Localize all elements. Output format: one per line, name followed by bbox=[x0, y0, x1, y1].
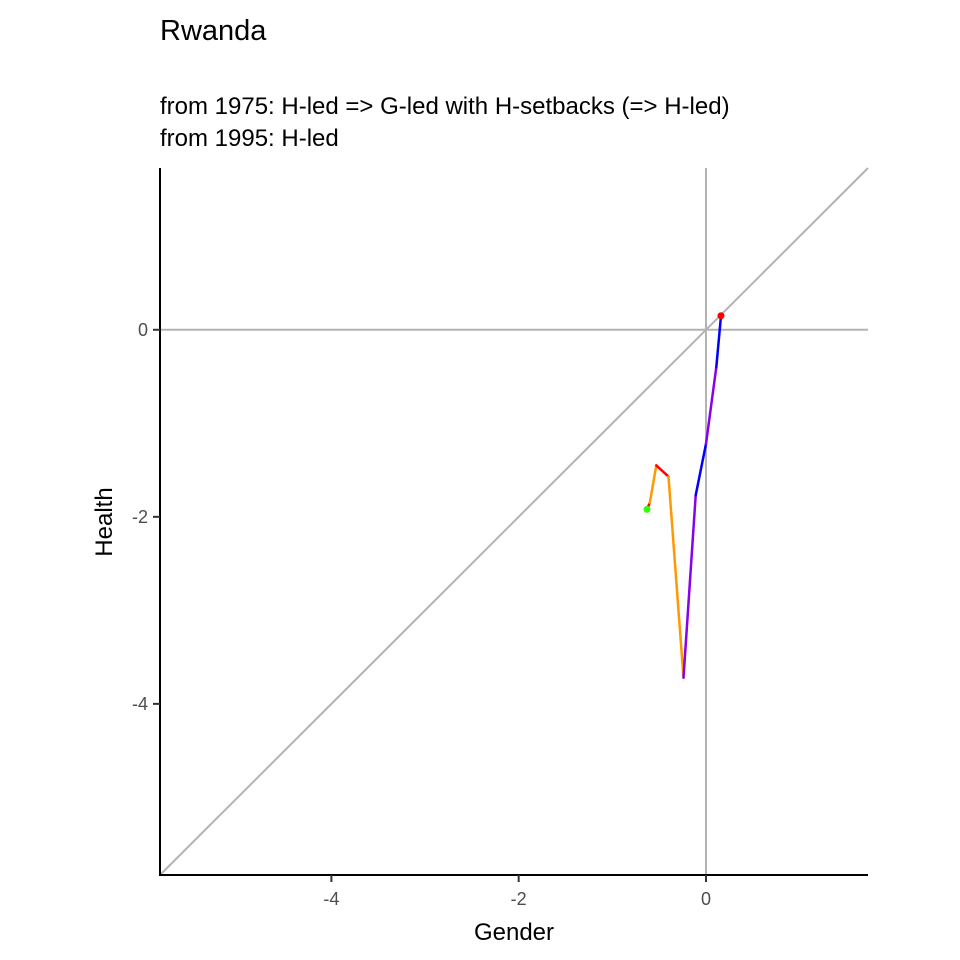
diagonal-reference-line bbox=[159, 167, 869, 876]
trajectory-segment-8 bbox=[715, 314, 723, 369]
trajectory-segment-7 bbox=[704, 365, 718, 446]
x-tick-label: 0 bbox=[701, 889, 711, 909]
trajectory-segment-3 bbox=[655, 464, 670, 478]
trajectory-segment-4 bbox=[667, 475, 685, 679]
y-tick-label: -4 bbox=[132, 694, 148, 714]
start-point bbox=[643, 505, 651, 513]
trajectory-segment-6 bbox=[694, 442, 708, 497]
y-axis-title: Health bbox=[91, 487, 118, 556]
chart-subtitle-line-2: from 1995: H-led bbox=[160, 125, 339, 152]
y-tick-label: 0 bbox=[138, 320, 148, 340]
trajectory-segment-5 bbox=[682, 494, 697, 679]
end-point bbox=[717, 312, 725, 320]
x-tick-label: -4 bbox=[323, 889, 339, 909]
x-tick-label: -2 bbox=[511, 889, 527, 909]
trajectory-segment-2 bbox=[648, 464, 658, 505]
chart-title: Rwanda bbox=[160, 15, 267, 47]
y-tick-label: -2 bbox=[132, 507, 148, 527]
x-axis-title: Gender bbox=[474, 919, 554, 946]
plot-area: -4 -2 0 0 -2 -4 bbox=[132, 167, 869, 909]
chart-subtitle-line-1: from 1975: H-led => G-led with H-setback… bbox=[160, 93, 730, 120]
